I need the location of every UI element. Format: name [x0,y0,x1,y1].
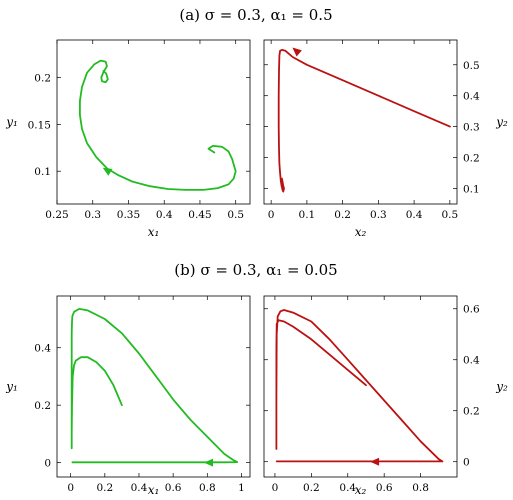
x-tick-label: 0.35 [117,209,140,221]
direction-arrow [204,458,213,467]
x-tick-label: 0.4 [131,482,148,494]
x-tick-label: 0.2 [96,482,113,494]
chart-panel-1: 0.25 0.3 0.35 0.4 0.45 0.5 0.1 0.15 0.2 x₁ y₁ [5,39,251,239]
y-tick-label: 0.2 [463,406,480,418]
x-tick-label: 0.2 [334,209,351,221]
x-tick-label: 0 [67,482,74,494]
x-tick-label: 0.4 [156,209,173,221]
y-tick-label: 0.4 [34,343,51,355]
x-axis-label: x₂ [355,225,367,239]
y-axis-label: y₂ [495,380,508,394]
y-tick-label: 0.15 [28,119,51,131]
y-tick-label: 0.2 [34,72,51,84]
x-tick-label: 0.5 [442,209,459,221]
plot-frame [263,39,458,205]
y-tick-label: 0.2 [463,153,480,165]
plot-frame [56,39,251,205]
chart-panel-2: 0 0.1 0.2 0.3 0.4 0.5 0.1 0.2 0.3 0.4 0.5 x₂ y₂ [263,39,508,239]
y-axis-label: y₁ [5,380,18,394]
trajectory-line [79,59,237,191]
x-tick-label: 0.6 [376,482,393,494]
x-tick-label: 0 [268,209,275,221]
x-tick-label: 0.8 [412,482,429,494]
chart-panel-4: 0 0.2 0.4 0.6 0.8 0 0.2 0.4 0.6 x₂ y₂ [263,295,508,497]
x-tick-label: 0.8 [199,482,216,494]
x-tick-label: 0.4 [339,482,356,494]
y-tick-label: 0.1 [34,166,51,178]
y-tick-label: 0.3 [463,122,480,134]
x-tick-label: 0.1 [299,209,316,221]
y-tick-label: 0.5 [463,60,480,72]
x-tick-label: 0.3 [370,209,387,221]
x-tick-label: 0.3 [84,209,101,221]
x-tick-label: 0.5 [227,209,244,221]
y-tick-label: 0.2 [34,400,51,412]
x-tick-label: 0.4 [406,209,423,221]
x-tick-label: 0.45 [188,209,211,221]
plot-frame [56,295,251,478]
trajectory-line [70,307,239,464]
y-tick-label: 0 [44,458,51,470]
y-tick-label: 0.4 [463,355,480,367]
x-axis-label: x₁ [148,225,160,239]
direction-arrow [102,167,113,176]
y-tick-label: 0.4 [463,91,480,103]
y-tick-label: 0.1 [463,184,480,196]
y-tick-label: 0.6 [463,304,480,316]
x-axis-label: x₂ [355,483,367,497]
x-tick-label: 1 [238,482,245,494]
x-axis-label: x₁ [148,483,160,497]
trajectory-line [275,309,444,463]
x-tick-label: 0.6 [165,482,182,494]
y-tick-label: 0 [463,457,470,469]
x-tick-label: 0.25 [45,209,68,221]
direction-arrow [370,457,380,466]
direction-arrow [292,47,302,57]
panel-title-b: (b) σ = 0.3, α₁ = 0.05 [174,261,337,279]
y-axis-label: y₂ [495,115,508,129]
panel-title-a: (a) σ = 0.3, α₁ = 0.5 [179,6,332,24]
x-tick-label: 0.2 [303,482,320,494]
x-tick-label: 0 [272,482,279,494]
y-axis-label: y₁ [5,115,18,129]
trajectory-line [277,49,451,193]
plot-frame [263,295,458,478]
